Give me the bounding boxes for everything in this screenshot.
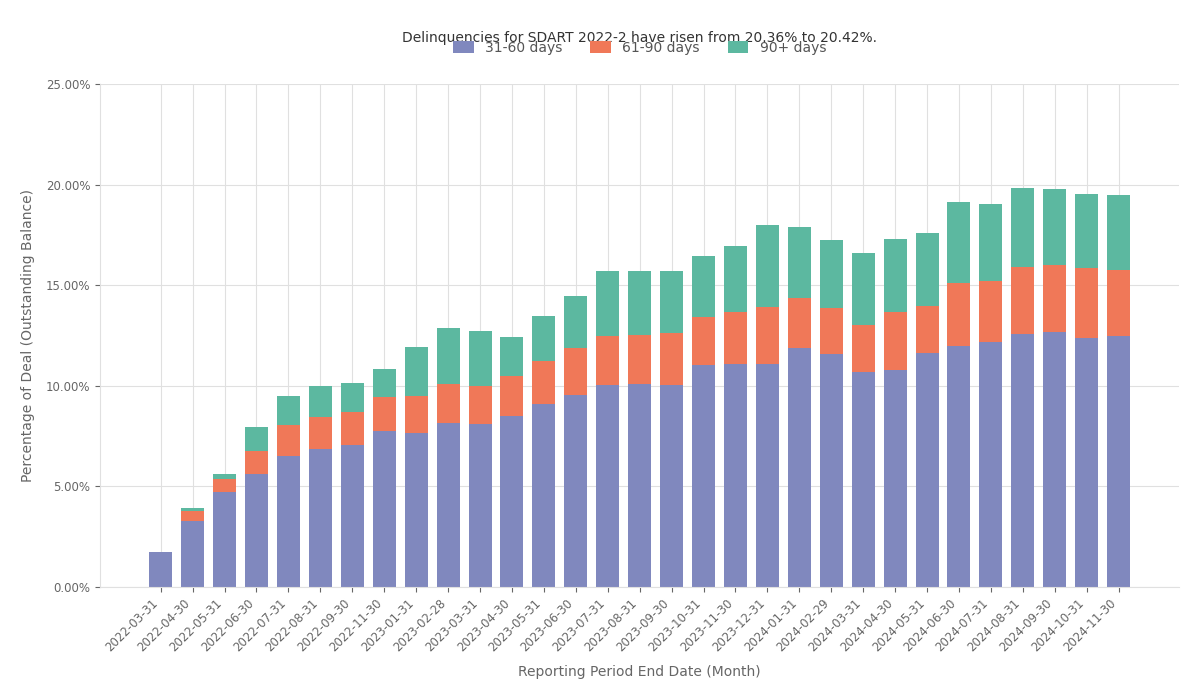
Bar bbox=[564, 349, 587, 395]
Bar bbox=[1108, 195, 1130, 270]
Bar bbox=[1012, 267, 1034, 335]
Bar bbox=[916, 233, 938, 306]
Bar bbox=[1043, 265, 1067, 332]
Bar bbox=[277, 456, 300, 587]
Bar bbox=[979, 342, 1002, 587]
Bar bbox=[820, 240, 842, 308]
Bar bbox=[883, 370, 907, 587]
Bar bbox=[820, 354, 842, 587]
Bar bbox=[1043, 188, 1067, 265]
Bar bbox=[181, 511, 204, 521]
Bar bbox=[214, 492, 236, 587]
Bar bbox=[373, 431, 396, 587]
Bar bbox=[341, 412, 364, 445]
Bar bbox=[308, 449, 332, 587]
Bar bbox=[245, 428, 268, 452]
Bar bbox=[724, 312, 746, 363]
Bar bbox=[1012, 335, 1034, 587]
Bar bbox=[149, 552, 173, 587]
Bar bbox=[1012, 188, 1034, 267]
Bar bbox=[341, 445, 364, 587]
Bar bbox=[468, 424, 492, 587]
Bar bbox=[277, 426, 300, 456]
Legend: 31-60 days, 61-90 days, 90+ days: 31-60 days, 61-90 days, 90+ days bbox=[454, 41, 826, 55]
Bar bbox=[660, 333, 683, 384]
Bar bbox=[979, 281, 1002, 342]
Bar bbox=[660, 384, 683, 587]
Bar bbox=[852, 326, 875, 372]
Bar bbox=[596, 337, 619, 384]
Bar bbox=[404, 396, 427, 433]
Bar bbox=[373, 369, 396, 398]
Bar bbox=[660, 271, 683, 333]
Bar bbox=[245, 474, 268, 587]
Bar bbox=[820, 308, 842, 354]
Bar bbox=[628, 384, 652, 587]
Bar bbox=[948, 346, 971, 587]
Bar bbox=[724, 246, 746, 312]
Bar bbox=[596, 384, 619, 587]
Title: Delinquencies for SDART 2022-2 have risen from 20.36% to 20.42%.: Delinquencies for SDART 2022-2 have rise… bbox=[402, 32, 877, 46]
Bar bbox=[277, 395, 300, 426]
Bar bbox=[564, 395, 587, 587]
Bar bbox=[214, 474, 236, 479]
Bar bbox=[308, 416, 332, 449]
Bar bbox=[181, 508, 204, 511]
Bar bbox=[916, 306, 938, 354]
Bar bbox=[404, 433, 427, 587]
Bar bbox=[788, 298, 811, 349]
Bar bbox=[1075, 194, 1098, 268]
Bar bbox=[756, 307, 779, 364]
Bar bbox=[245, 452, 268, 474]
Bar bbox=[788, 227, 811, 298]
Bar bbox=[437, 423, 460, 587]
Bar bbox=[214, 479, 236, 492]
Bar bbox=[788, 349, 811, 587]
Bar bbox=[1108, 337, 1130, 587]
Bar bbox=[533, 316, 556, 361]
Bar bbox=[852, 372, 875, 587]
Bar bbox=[1043, 332, 1067, 587]
Bar bbox=[692, 256, 715, 317]
Bar bbox=[437, 384, 460, 423]
Bar bbox=[437, 328, 460, 384]
Bar bbox=[468, 331, 492, 386]
Bar bbox=[500, 416, 523, 587]
Bar bbox=[1108, 270, 1130, 337]
Bar bbox=[1075, 268, 1098, 338]
Bar bbox=[564, 296, 587, 349]
Bar bbox=[1075, 338, 1098, 587]
Bar bbox=[916, 354, 938, 587]
Bar bbox=[500, 376, 523, 416]
Bar bbox=[948, 202, 971, 283]
Bar bbox=[756, 364, 779, 587]
Bar bbox=[948, 283, 971, 346]
Bar bbox=[628, 335, 652, 384]
Bar bbox=[852, 253, 875, 326]
Bar bbox=[500, 337, 523, 376]
Bar bbox=[692, 365, 715, 587]
Bar bbox=[756, 225, 779, 307]
Bar bbox=[596, 271, 619, 337]
Bar bbox=[979, 204, 1002, 281]
Bar bbox=[533, 404, 556, 587]
Bar bbox=[404, 347, 427, 396]
Bar bbox=[692, 317, 715, 365]
Bar bbox=[883, 312, 907, 370]
Bar bbox=[181, 521, 204, 587]
Bar bbox=[533, 361, 556, 404]
Bar bbox=[373, 398, 396, 431]
Bar bbox=[341, 383, 364, 412]
Bar bbox=[468, 386, 492, 424]
Bar bbox=[628, 272, 652, 335]
X-axis label: Reporting Period End Date (Month): Reporting Period End Date (Month) bbox=[518, 665, 761, 679]
Y-axis label: Percentage of Deal (Outstanding Balance): Percentage of Deal (Outstanding Balance) bbox=[20, 189, 35, 482]
Bar bbox=[308, 386, 332, 416]
Bar bbox=[883, 239, 907, 312]
Bar bbox=[724, 363, 746, 587]
